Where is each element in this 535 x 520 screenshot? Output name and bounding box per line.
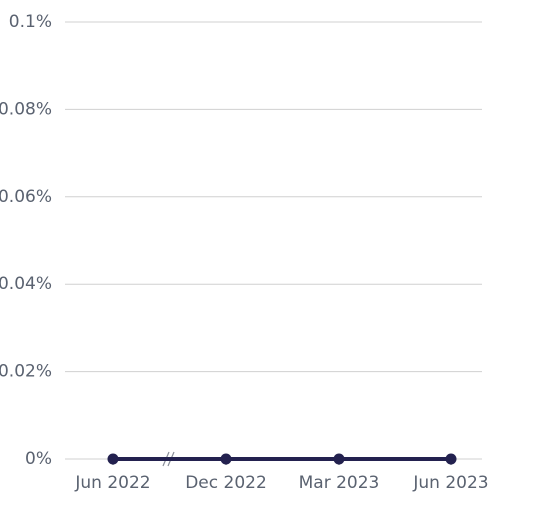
point	[220, 453, 232, 465]
x-tick-label: Jun 2023	[412, 473, 488, 493]
y-tick-label: 0.06%	[0, 187, 52, 207]
y-tick-label: 0.02%	[0, 362, 52, 382]
x-tick-label: Jun 2022	[74, 473, 150, 493]
x-tick-label: Dec 2022	[185, 473, 267, 493]
point	[107, 453, 119, 465]
point	[445, 453, 457, 465]
y-tick-label: 0.08%	[0, 99, 52, 119]
x-tick-label: Mar 2023	[299, 473, 380, 493]
y-tick-label: 0%	[25, 449, 52, 469]
y-tick-label: 0.1%	[9, 12, 52, 32]
y-tick-label: 0.04%	[0, 274, 52, 294]
point	[333, 453, 345, 465]
